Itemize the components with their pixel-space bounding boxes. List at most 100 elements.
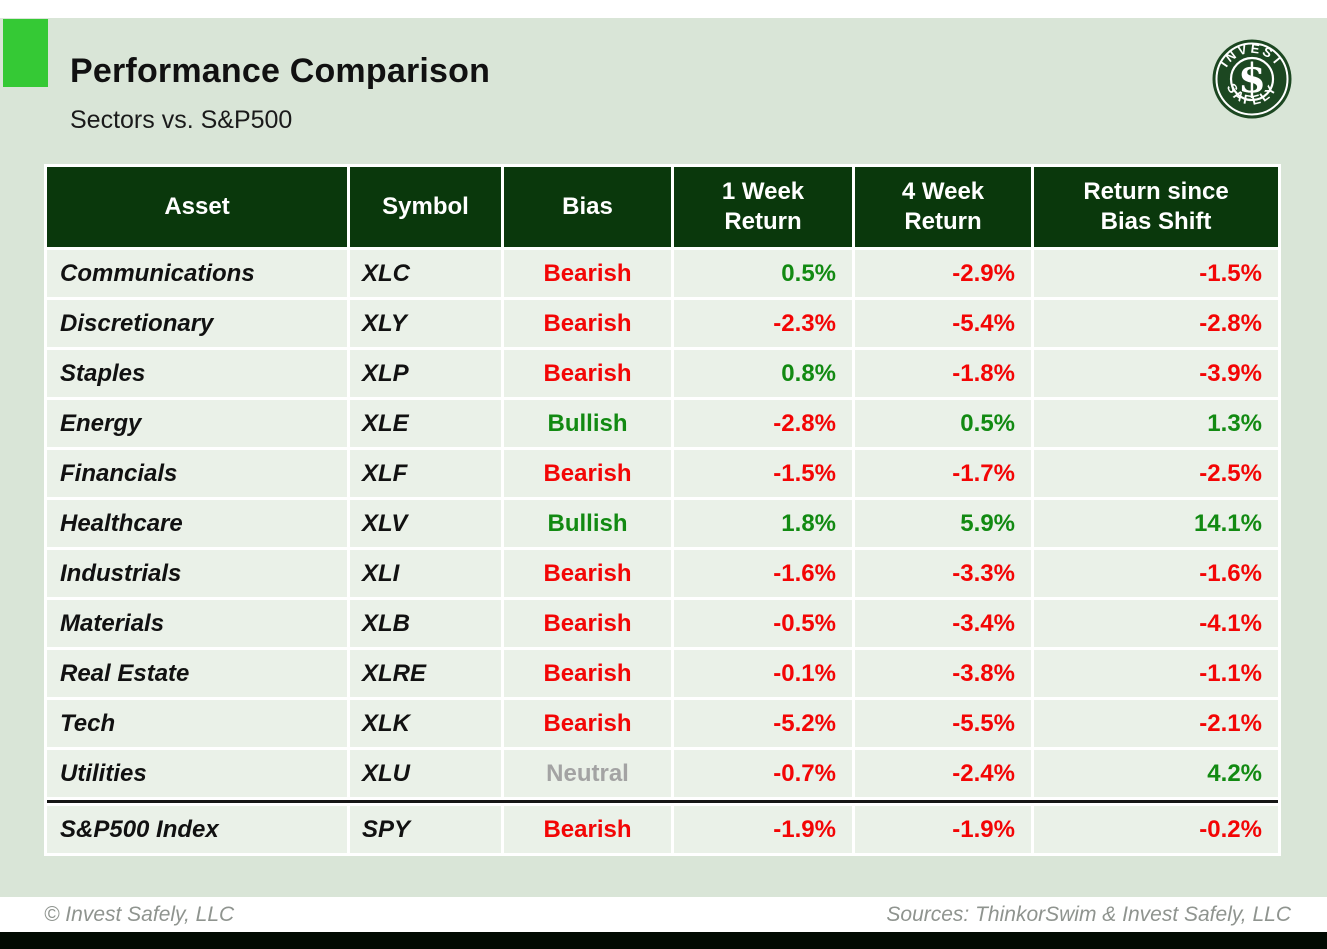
cell-4-week-return: -1.9%: [855, 806, 1031, 853]
cell-return-since-bias-shift: -1.1%: [1034, 650, 1278, 697]
table-row: Financials XLF Bearish -1.5% -1.7% -2.5%: [47, 450, 1278, 497]
invest-safely-logo-svg: INVEST SAFELY $: [1212, 39, 1292, 119]
cell-bias: Bearish: [504, 700, 671, 747]
cell-return-since-bias-shift: -2.8%: [1034, 300, 1278, 347]
cell-asset: Staples: [47, 350, 347, 397]
header-label-1-week-return: 1 Week Return: [721, 178, 805, 235]
table-row: Energy XLE Bullish -2.8% 0.5% 1.3%: [47, 400, 1278, 447]
cell-1-week-return: -0.5%: [674, 600, 852, 647]
cell-bias: Bearish: [504, 250, 671, 297]
cell-asset: Communications: [47, 250, 347, 297]
cell-asset: Discretionary: [47, 300, 347, 347]
cell-4-week-return: -2.4%: [855, 750, 1031, 797]
cell-symbol: XLU: [350, 750, 501, 797]
cell-4-week-return: 5.9%: [855, 500, 1031, 547]
cell-1-week-return: -0.7%: [674, 750, 852, 797]
cell-bias: Bearish: [504, 550, 671, 597]
logo-circle: [1212, 39, 1292, 119]
table-row: Materials XLB Bearish -0.5% -3.4% -4.1%: [47, 600, 1278, 647]
cell-asset: Energy: [47, 400, 347, 447]
cell-asset: Tech: [47, 700, 347, 747]
logo-outer-ring: [1215, 42, 1289, 116]
cell-4-week-return: -3.4%: [855, 600, 1031, 647]
cell-symbol: XLI: [350, 550, 501, 597]
cell-bias: Bearish: [504, 806, 671, 853]
cell-bias: Bullish: [504, 500, 671, 547]
cell-4-week-return: -5.4%: [855, 300, 1031, 347]
cell-return-since-bias-shift: -0.2%: [1034, 806, 1278, 853]
cell-bias: Bearish: [504, 650, 671, 697]
table-row: Communications XLC Bearish 0.5% -2.9% -1.5%: [47, 250, 1278, 297]
header-cell-return-since-bias-shift: Return since Bias Shift: [1034, 167, 1278, 247]
invest-safely-logo: INVEST SAFELY $: [1212, 39, 1292, 119]
cell-symbol: XLP: [350, 350, 501, 397]
cell-bias: Bearish: [504, 600, 671, 647]
sources-text: Sources: ThinkorSwim & Invest Safely, LL…: [886, 903, 1291, 926]
cell-1-week-return: 1.8%: [674, 500, 852, 547]
cell-1-week-return: 0.8%: [674, 350, 852, 397]
page-subtitle: Sectors vs. S&P500: [70, 106, 293, 134]
table-row: S&P500 Index SPY Bearish -1.9% -1.9% -0.2%: [47, 806, 1278, 853]
cell-bias: Bearish: [504, 350, 671, 397]
cell-symbol: XLB: [350, 600, 501, 647]
cell-return-since-bias-shift: -3.9%: [1034, 350, 1278, 397]
cell-1-week-return: -2.8%: [674, 400, 852, 447]
header-label-asset: Asset: [164, 193, 230, 220]
header-cell-symbol: Symbol: [350, 167, 501, 247]
header-label-return-since-bias-shift: Return since Bias Shift: [1083, 178, 1229, 235]
cell-asset: Utilities: [47, 750, 347, 797]
table-row: Discretionary XLY Bearish -2.3% -5.4% -2.8%: [47, 300, 1278, 347]
header-cell-1-week-return: 1 Week Return: [674, 167, 852, 247]
table-header-row: Asset Symbol Bias 1 Week Return 4 Week Retur…: [47, 167, 1278, 247]
cell-1-week-return: -5.2%: [674, 700, 852, 747]
cell-4-week-return: -2.9%: [855, 250, 1031, 297]
cell-symbol: XLV: [350, 500, 501, 547]
cell-symbol: SPY: [350, 806, 501, 853]
cell-1-week-return: -1.6%: [674, 550, 852, 597]
cell-asset: Real Estate: [47, 650, 347, 697]
bottom-bar: [0, 932, 1327, 949]
cell-bias: Bearish: [504, 450, 671, 497]
performance-table: Asset Symbol Bias 1 Week Return 4 Week Retur…: [44, 164, 1281, 856]
table-row: Tech XLK Bearish -5.2% -5.5% -2.1%: [47, 700, 1278, 747]
cell-4-week-return: -3.3%: [855, 550, 1031, 597]
cell-1-week-return: -1.5%: [674, 450, 852, 497]
cell-symbol: XLE: [350, 400, 501, 447]
header-label-symbol: Symbol: [382, 193, 469, 220]
cell-symbol: XLC: [350, 250, 501, 297]
cell-return-since-bias-shift: -1.6%: [1034, 550, 1278, 597]
cell-1-week-return: 0.5%: [674, 250, 852, 297]
table-row: Real Estate XLRE Bearish -0.1% -3.8% -1.1%: [47, 650, 1278, 697]
page-title: Performance Comparison: [70, 52, 491, 90]
cell-asset: Financials: [47, 450, 347, 497]
table-row: Industrials XLI Bearish -1.6% -3.3% -1.6%: [47, 550, 1278, 597]
table-row: Staples XLP Bearish 0.8% -1.8% -3.9%: [47, 350, 1278, 397]
cell-return-since-bias-shift: -4.1%: [1034, 600, 1278, 647]
cell-symbol: XLK: [350, 700, 501, 747]
dollar-monogram-icon: $: [1238, 55, 1266, 102]
cell-symbol: XLRE: [350, 650, 501, 697]
cell-1-week-return: -2.3%: [674, 300, 852, 347]
index-separator-line: [47, 800, 1278, 803]
cell-4-week-return: -1.8%: [855, 350, 1031, 397]
cell-asset: Healthcare: [47, 500, 347, 547]
header-label-bias: Bias: [562, 193, 613, 220]
table-row: Utilities XLU Neutral -0.7% -2.4% 4.2%: [47, 750, 1278, 797]
logo-inner-ring: [1229, 56, 1275, 102]
cell-1-week-return: -0.1%: [674, 650, 852, 697]
cell-asset: Materials: [47, 600, 347, 647]
table-row: Healthcare XLV Bullish 1.8% 5.9% 14.1%: [47, 500, 1278, 547]
cell-symbol: XLY: [350, 300, 501, 347]
header-cell-asset: Asset: [47, 167, 347, 247]
cell-4-week-return: 0.5%: [855, 400, 1031, 447]
cell-bias: Bullish: [504, 400, 671, 447]
cell-return-since-bias-shift: -1.5%: [1034, 250, 1278, 297]
cell-return-since-bias-shift: 14.1%: [1034, 500, 1278, 547]
cell-4-week-return: -3.8%: [855, 650, 1031, 697]
cell-return-since-bias-shift: -2.5%: [1034, 450, 1278, 497]
cell-bias: Bearish: [504, 300, 671, 347]
cell-return-since-bias-shift: 1.3%: [1034, 400, 1278, 447]
cell-bias: Neutral: [504, 750, 671, 797]
cell-4-week-return: -5.5%: [855, 700, 1031, 747]
